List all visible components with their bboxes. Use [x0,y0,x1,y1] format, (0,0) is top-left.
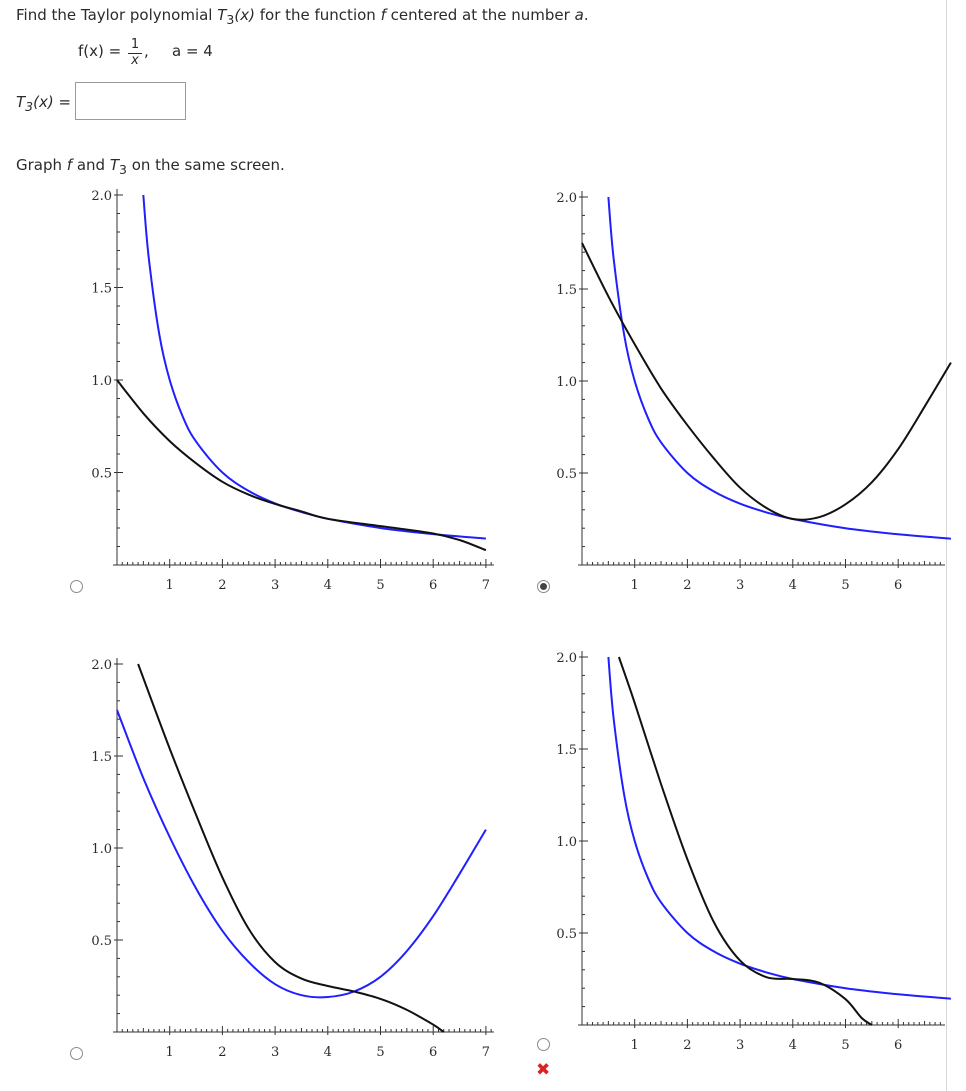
graph-instr-f: f [66,156,73,174]
x-tick-label: 5 [376,1045,384,1060]
function-lhs: f(x) = [78,42,122,60]
y-tick-label: 1.0 [91,374,112,389]
option-3-radio[interactable] [70,1047,83,1060]
series-line-black [116,379,487,552]
graph-instr-T-sub: 3 [119,162,127,177]
x-tick-label: 7 [482,578,490,593]
y-tick-label: 1.0 [91,842,112,857]
x-tick-label: 7 [482,1045,490,1060]
question-poly: T [217,6,227,24]
question-middle: for the function [254,6,381,24]
x-tick-label: 3 [736,578,744,593]
center-value: a = 4 [172,42,213,60]
graph-instr-prefix: Graph [16,156,67,174]
y-tick-label: 1.5 [556,743,577,758]
option-4-radio[interactable] [537,1038,550,1051]
y-tick-label: 1.0 [556,375,577,390]
question-poly-arg: (x) [234,6,255,24]
y-tick-label: 1.5 [91,750,112,765]
question-end: . [583,6,589,24]
question-prefix: Find the Taylor polynomial [16,6,218,24]
x-tick-label: 4 [789,1038,797,1053]
series-line-black [617,656,873,1026]
y-tick-label: 2.0 [91,189,112,204]
answer-input[interactable] [75,82,186,120]
x-tick-label: 6 [429,578,437,593]
y-tick-label: 1.5 [91,282,112,297]
y-tick-label: 1.0 [556,835,577,850]
option-2-radio[interactable] [537,580,550,593]
x-tick-label: 3 [736,1038,744,1053]
option-1-radio[interactable] [70,580,83,593]
answer-label-T: T [16,93,26,111]
fraction-denominator: x [131,53,139,68]
x-tick-label: 2 [218,1045,226,1060]
red-x-icon: ✖ [536,1060,551,1080]
y-tick-label: 0.5 [556,927,577,942]
series-line-black [581,242,952,521]
x-tick-label: 3 [271,578,279,593]
y-tick-label: 0.5 [91,934,112,949]
x-tick-label: 6 [894,1038,902,1053]
x-tick-label: 2 [683,578,691,593]
x-tick-label: 2 [683,1038,691,1053]
x-tick-label: 5 [841,578,849,593]
y-tick-label: 2.0 [556,191,577,206]
question-poly-sub: 3 [226,12,235,27]
x-tick-label: 4 [324,578,332,593]
function-comma: , [144,42,149,60]
series-line-black [137,663,445,1033]
y-tick-label: 0.5 [556,467,577,482]
question-a-var: a [574,6,584,24]
y-tick-label: 1.5 [556,283,577,298]
graph-instr-and: and [72,156,110,174]
fraction-numerator: 1 [128,38,142,54]
function-fraction: 1 x [128,38,142,68]
x-tick-label: 4 [324,1045,332,1060]
series-line-blue [607,196,951,540]
x-tick-label: 1 [631,578,639,593]
x-tick-label: 3 [271,1045,279,1060]
x-tick-label: 1 [166,1045,174,1060]
y-tick-label: 2.0 [556,651,577,666]
question-text: Find the Taylor polynomial T3(x) for the… [16,6,589,27]
answer-label: T3(x) = [16,93,71,114]
y-tick-label: 2.0 [91,658,112,673]
x-tick-label: 1 [631,1038,639,1053]
answer-label-rest: (x) = [33,93,72,111]
graph-instr-T: T [109,156,119,174]
x-tick-label: 4 [789,578,797,593]
series-line-blue [142,194,486,540]
answer-label-sub: 3 [25,99,34,114]
x-tick-label: 6 [429,1045,437,1060]
x-tick-label: 6 [894,578,902,593]
page-right-border [946,0,947,1091]
x-tick-label: 2 [218,578,226,593]
graph-instruction: Graph f and T3 on the same screen. [16,156,285,177]
series-line-blue [116,709,487,999]
question-func: f [380,6,386,24]
x-tick-label: 5 [841,1038,849,1053]
y-tick-label: 0.5 [91,467,112,482]
question-middle2: centered at the number [385,6,575,24]
x-tick-label: 1 [166,578,174,593]
series-line-blue [607,656,951,1000]
graph-instr-suffix: on the same screen. [126,156,285,174]
x-tick-label: 5 [376,578,384,593]
